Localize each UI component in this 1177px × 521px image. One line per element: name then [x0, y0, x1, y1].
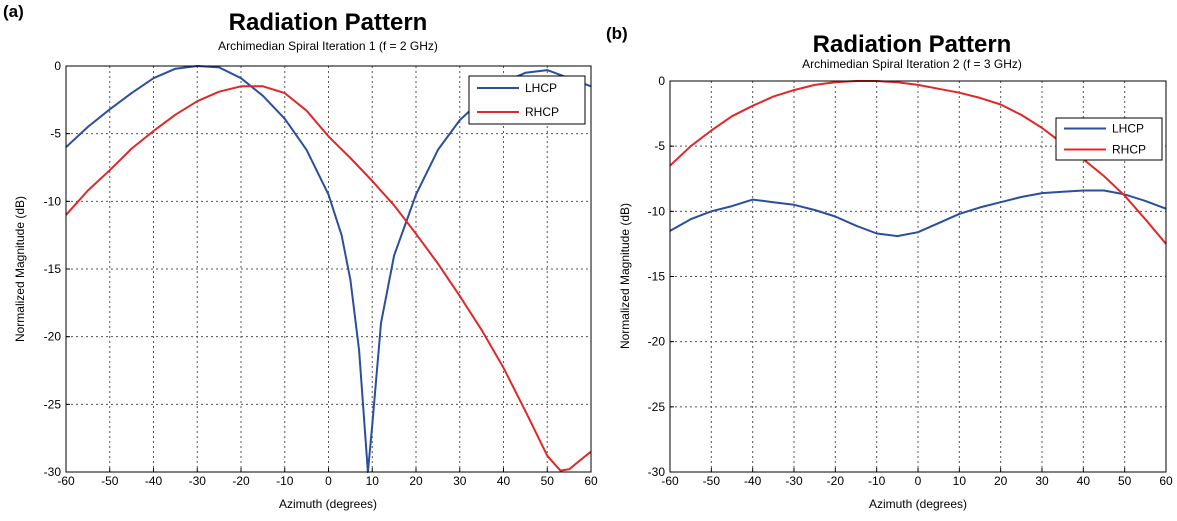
chart-a-svg: Radiation Pattern Archimedian Spiral Iter… — [13, 9, 598, 511]
x-tick-label: -10 — [276, 474, 294, 488]
y-tick-label: -20 — [648, 335, 666, 349]
x-tick-label: -30 — [189, 474, 207, 488]
chart-subtitle: Archimedian Spiral Iteration 1 (f = 2 GH… — [218, 39, 438, 53]
legend-label-rhcp: RHCP — [1112, 143, 1146, 157]
legend-label-lhcp: LHCP — [525, 81, 557, 95]
x-tick-label: -50 — [703, 474, 721, 488]
y-tick-label: -30 — [648, 465, 666, 479]
legend-label-rhcp: RHCP — [525, 105, 559, 119]
x-tick-label: -60 — [661, 474, 679, 488]
x-tick-label: 20 — [994, 474, 1008, 488]
panel-label-a: (a) — [3, 2, 24, 21]
x-tick-label: -20 — [232, 474, 250, 488]
x-tick-label: 20 — [409, 474, 423, 488]
series-line-rhcp — [65, 85, 592, 472]
x-axis-label: Azimuth (degrees) — [279, 497, 377, 511]
x-tick-label: -60 — [57, 474, 75, 488]
series-line-lhcp — [669, 189, 1167, 238]
y-tick-label: -25 — [44, 397, 62, 411]
x-tick-label: -20 — [827, 474, 845, 488]
x-tick-label: 0 — [325, 474, 332, 488]
x-axis-label: Azimuth (degrees) — [869, 497, 967, 511]
x-tick-label: 0 — [915, 474, 922, 488]
x-tick-label: -50 — [101, 474, 119, 488]
y-tick-label: -5 — [654, 139, 665, 153]
x-tick-label: 30 — [453, 474, 467, 488]
y-axis-label: Normalized Magnitude (dB) — [618, 203, 632, 349]
x-tick-label: -30 — [785, 474, 803, 488]
x-tick-label: 10 — [366, 474, 380, 488]
chart-subtitle: Archimedian Spiral Iteration 2 (f = 3 GH… — [802, 57, 1022, 71]
legend-label-lhcp: LHCP — [1112, 122, 1144, 136]
y-tick-label: -25 — [648, 400, 666, 414]
y-tick-label: -10 — [648, 204, 666, 218]
x-tick-label: 50 — [541, 474, 555, 488]
legend-box — [1055, 117, 1163, 161]
x-tick-label: 40 — [497, 474, 511, 488]
x-tick-label: -40 — [145, 474, 163, 488]
y-axis-label: Normalized Magnitude (dB) — [13, 196, 27, 342]
y-tick-label: 0 — [658, 74, 665, 88]
plot-area — [66, 66, 591, 472]
y-tick-label: -30 — [44, 465, 62, 479]
x-tick-label: 60 — [1159, 474, 1173, 488]
x-tick-label: 60 — [584, 474, 598, 488]
x-tick-label: 40 — [1077, 474, 1091, 488]
y-tick-label: -20 — [44, 330, 62, 344]
y-tick-label: -5 — [50, 127, 61, 141]
chart-title: Radiation Pattern — [813, 31, 1012, 58]
chart-panel-a: (a) Radiation Pattern Archimedian Spiral … — [3, 2, 598, 511]
y-tick-label: -15 — [44, 262, 62, 276]
x-tick-label: -10 — [868, 474, 886, 488]
chart-panel-b: (b) Radiation Pattern Archimedian Spiral … — [600, 0, 1177, 516]
x-tick-label: 50 — [1118, 474, 1132, 488]
x-tick-label: 30 — [1035, 474, 1049, 488]
chart-title: Radiation Pattern — [229, 9, 428, 36]
panel-label-b: (b) — [606, 24, 628, 43]
x-tick-label: 10 — [953, 474, 967, 488]
y-tick-label: 0 — [54, 59, 61, 73]
x-tick-label: -40 — [744, 474, 762, 488]
y-tick-label: -15 — [648, 270, 666, 284]
y-tick-label: -10 — [44, 194, 62, 208]
legend-box — [468, 75, 586, 125]
